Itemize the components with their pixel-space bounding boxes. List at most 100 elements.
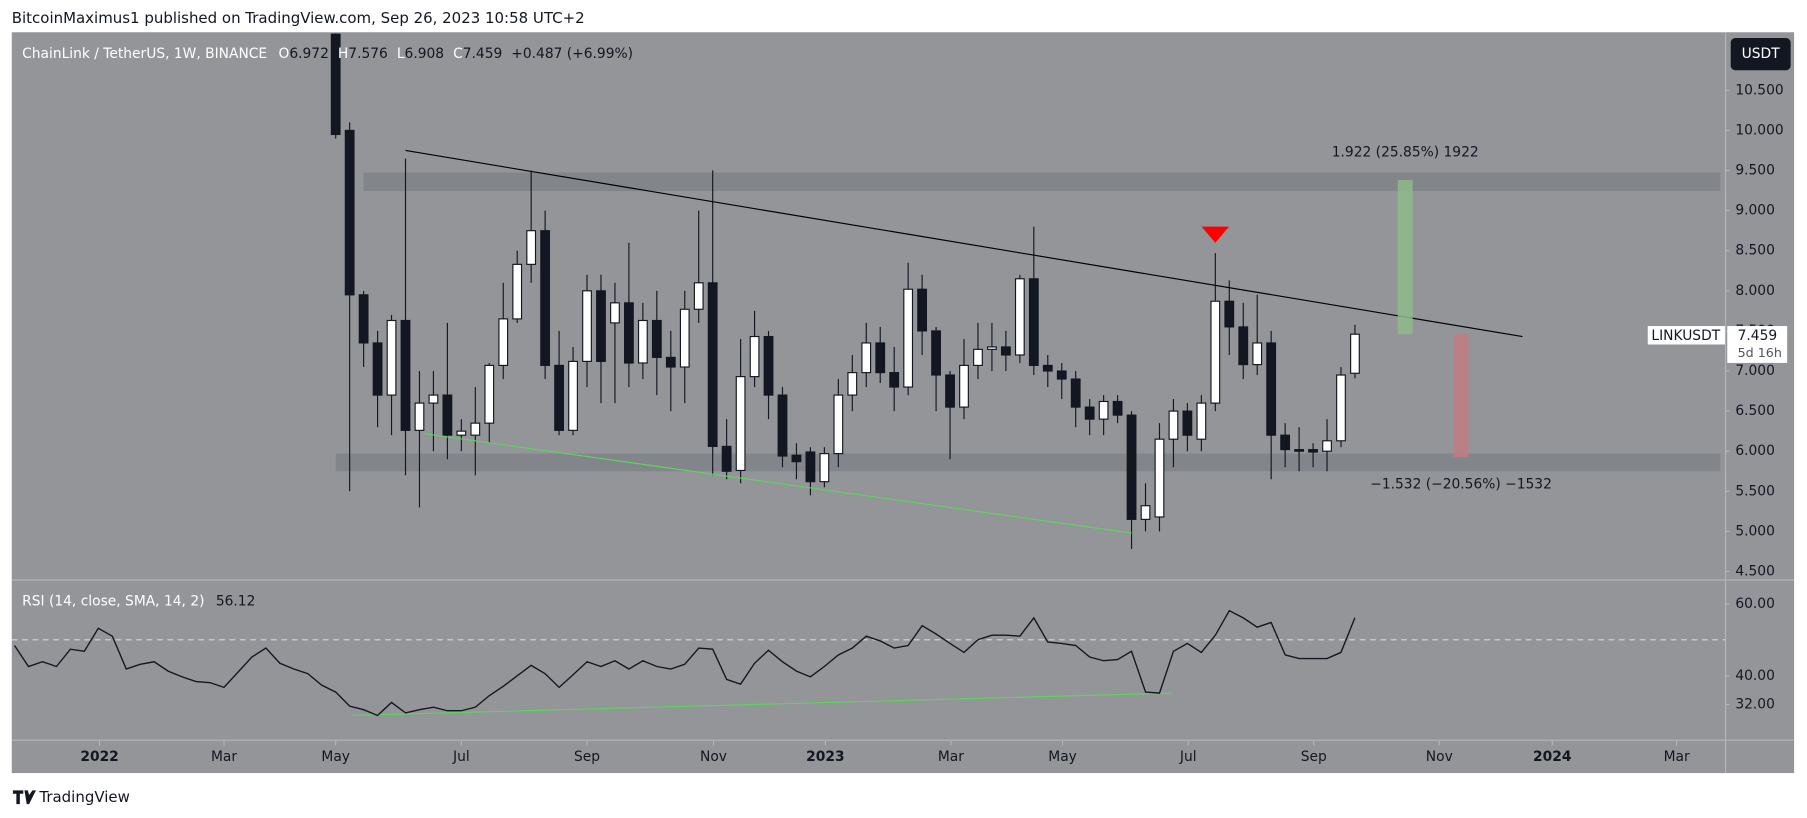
candle-body [987, 346, 997, 350]
candle-body [568, 360, 578, 431]
candle-body [721, 445, 732, 472]
x-tick-label: Jul [452, 749, 470, 765]
candle-body [707, 282, 718, 447]
currency-label[interactable]: USDT [1742, 46, 1781, 62]
candle-body [637, 319, 648, 364]
rsi-legend: RSI (14, close, SMA, 14, 2) 56.12 [22, 593, 255, 609]
candle-body [1168, 410, 1179, 440]
x-tick-label: Mar [1664, 749, 1690, 765]
ohlc-label: O [278, 46, 289, 62]
candle-body [903, 288, 914, 388]
x-tick-label: Nov [700, 749, 727, 765]
rsi-line [13, 609, 1356, 717]
candle-body [456, 430, 467, 436]
countdown: 5d 16h [1738, 345, 1782, 360]
legend: ChainLink / TetherUS, 1W, BINANCE O6.972… [22, 46, 633, 62]
x-tick-label: Mar [211, 749, 237, 765]
last-price-tag: LINKUSDT 7.459 5d 16h [1647, 326, 1788, 363]
candle-body [1308, 449, 1318, 453]
ohlc-label: L [397, 46, 405, 62]
projection-label: −1.532 (−20.56%) −1532 [1370, 477, 1552, 493]
rsi-y-tick-label: 40.00 [1735, 668, 1775, 684]
candle-body [651, 319, 662, 358]
y-tick-label: 7.000 [1735, 363, 1775, 379]
y-tick-label: 9.000 [1735, 203, 1775, 219]
price-tag-value: 7.459 [1738, 328, 1778, 344]
brand-logo [12, 790, 36, 805]
y-tick-label: 10.000 [1735, 122, 1783, 138]
projection-label: 1.922 (25.85%) 1922 [1332, 144, 1479, 160]
candle-body [386, 319, 397, 396]
currency-button[interactable] [1730, 38, 1791, 71]
x-tick-label: Sep [1301, 749, 1327, 765]
candle-body [1350, 333, 1360, 374]
change: +0.487 (+6.99%) [511, 46, 633, 62]
candle-body [358, 294, 369, 344]
candle-body [1098, 400, 1109, 420]
y-tick-label: 4.500 [1735, 563, 1775, 579]
price-tag [1727, 326, 1788, 363]
trend-line [423, 432, 1132, 534]
candle-body [819, 453, 830, 483]
symbol-tag-text: LINKUSDT [1651, 328, 1720, 344]
candle-body [1294, 449, 1305, 452]
trend-line [405, 149, 1523, 338]
rsi-trend-line [351, 692, 1173, 717]
candle-body [400, 319, 411, 431]
candle-body [484, 364, 495, 424]
candle-body [1224, 300, 1235, 328]
candle-body [1112, 400, 1123, 416]
ohlc-value: 7.459 [463, 46, 503, 62]
candle-body [1070, 378, 1081, 408]
candle-body [833, 394, 844, 455]
candle-body [1028, 278, 1039, 366]
zone [335, 453, 1721, 472]
y-tick-label: 5.500 [1735, 483, 1775, 499]
candle-body [1266, 342, 1277, 436]
candle-body [1252, 342, 1263, 366]
candle-body [372, 342, 383, 396]
candle-body [1140, 505, 1151, 520]
candle-body [512, 263, 523, 320]
candle-body [791, 454, 802, 463]
y-tick-label: 9.500 [1735, 163, 1775, 179]
rsi-pane [11, 609, 1725, 717]
candle-body [861, 342, 872, 374]
chart-frame [11, 32, 1795, 774]
candle-body [665, 356, 676, 368]
projection-bar [1397, 180, 1413, 335]
candle-body [1000, 346, 1011, 356]
candle-body [526, 230, 537, 265]
candle-body [610, 302, 620, 324]
axes: 4.5005.0005.5006.0006.5007.0007.5008.000… [80, 82, 1783, 765]
candle-body [763, 335, 774, 396]
x-tick-label: 2023 [806, 749, 844, 765]
y-tick-label: 5.000 [1735, 523, 1775, 539]
y-tick-label: 10.500 [1735, 82, 1783, 98]
candle-body [1196, 402, 1207, 440]
candle-body [428, 394, 439, 404]
x-tick-label: Mar [938, 749, 964, 765]
candle-body [596, 290, 606, 362]
rsi-y-tick-label: 32.00 [1735, 697, 1775, 713]
candle-body [917, 288, 928, 332]
ohlc-value: 7.576 [348, 46, 388, 62]
ohlc-label: H [338, 46, 348, 62]
candle-body [1210, 300, 1221, 404]
peak-marker [1201, 226, 1230, 243]
x-tick-label: Nov [1426, 749, 1453, 765]
candle-body [1280, 434, 1291, 451]
candle-body [889, 372, 900, 388]
brand-text: TradingView [38, 788, 129, 806]
candle-body [582, 290, 592, 362]
rsi-y-tick-label: 60.00 [1735, 596, 1775, 612]
candle-body [554, 364, 564, 431]
candle-body [330, 33, 341, 136]
candle-body [344, 129, 355, 296]
candle-body [1322, 440, 1332, 452]
x-tick-label: Jul [1179, 749, 1197, 765]
candle-body [498, 318, 509, 366]
x-tick-label: 2022 [80, 749, 118, 765]
